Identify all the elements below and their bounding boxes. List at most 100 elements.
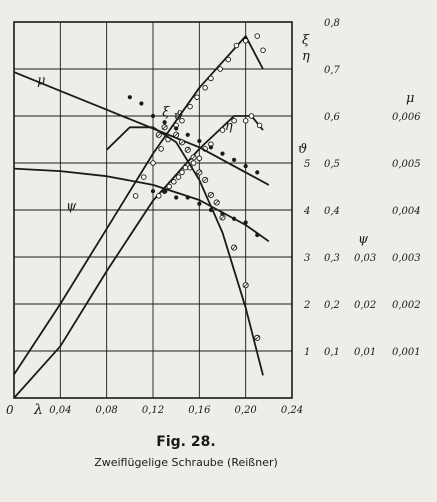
data-point-μ	[139, 101, 144, 106]
data-point-theta-mark	[208, 192, 214, 198]
data-point-η	[182, 164, 189, 171]
right-axis-tick-xi-eta: 0,3	[324, 253, 340, 264]
data-point-μ	[162, 120, 167, 125]
data-point-ψ	[162, 189, 167, 194]
series-curve-η	[13, 115, 264, 399]
data-point-η	[219, 127, 226, 133]
axis-symbol-eta: η	[302, 49, 310, 64]
data-point-ξ	[202, 85, 208, 91]
right-axis-tick-psi: 0,03	[354, 253, 376, 264]
data-point-theta-mark	[214, 200, 219, 205]
data-point-η	[196, 155, 203, 162]
data-point-theta-mark	[162, 124, 167, 130]
right-axis-tick-psi: 0,02	[354, 300, 376, 311]
data-point-theta-mark	[202, 177, 208, 183]
right-axis-tick-theta: 4	[303, 206, 310, 217]
data-point-η	[256, 122, 263, 129]
right-axis-tick-theta: 1	[304, 347, 310, 358]
right-axis-tick-xi-eta: 0,7	[324, 65, 341, 76]
right-axis-tick-theta: 5	[304, 159, 310, 170]
axis-symbol-theta: ϑ	[298, 142, 307, 157]
series-label-ξ: ξ	[162, 105, 170, 120]
data-point-μ	[197, 138, 202, 144]
data-point-theta-mark	[197, 170, 202, 175]
data-point-η	[231, 117, 237, 124]
data-point-ψ	[197, 201, 202, 206]
data-point-μ	[150, 113, 156, 119]
data-point-theta-mark	[243, 282, 248, 288]
data-point-ξ	[132, 193, 139, 199]
series-curve-μ	[13, 71, 270, 186]
data-point-μ	[174, 126, 179, 131]
right-axis-tick-mu: 0,005	[392, 159, 421, 170]
x-tick-label: 0,12	[142, 405, 164, 416]
series-label-ϑ: ϑ	[174, 109, 183, 124]
data-point-η	[171, 179, 177, 185]
right-axis-tick-mu: 0,004	[392, 206, 421, 217]
x-axis-label: λ	[33, 402, 43, 418]
series-label-μ: μ	[37, 74, 45, 89]
data-point-ξ	[260, 47, 266, 53]
data-point-ξ	[242, 38, 249, 44]
data-point-η	[156, 193, 162, 199]
right-axis-tick-xi-eta: 0,8	[324, 18, 340, 29]
series-label-η: η	[225, 119, 233, 134]
origin-label: 0	[6, 403, 14, 417]
data-point-ψ	[243, 220, 248, 225]
data-point-theta-mark	[173, 132, 179, 138]
data-point-ξ	[254, 33, 260, 39]
data-point-μ	[185, 132, 190, 137]
series-label-ψ: ψ	[66, 199, 77, 214]
data-point-ξ	[150, 160, 156, 166]
figure-title: Fig. 28.	[156, 434, 215, 450]
x-tick-label: 0,20	[235, 405, 258, 416]
right-axis-tick-xi-eta: 0,1	[324, 347, 340, 358]
right-axis-tick-theta: 3	[304, 253, 310, 264]
series-curve-ψ	[13, 167, 270, 243]
right-axis-tick-xi-eta: 0,4	[324, 206, 340, 217]
series-curve-ϑ	[106, 126, 264, 376]
data-point-ψ	[174, 195, 179, 200]
data-point-ψ	[220, 211, 225, 216]
data-point-ψ	[208, 207, 214, 213]
data-point-ξ	[225, 56, 232, 63]
data-point-ξ	[233, 42, 240, 49]
data-point-theta-mark	[185, 147, 191, 153]
data-point-ξ	[179, 117, 185, 124]
data-point-ξ	[140, 174, 147, 180]
right-axis-tick-xi-eta: 0,5	[324, 159, 340, 170]
data-point-η	[166, 183, 172, 190]
right-axis-tick-mu: 0,002	[392, 300, 421, 311]
data-point-μ	[255, 170, 260, 175]
data-point-ξ	[187, 103, 193, 110]
x-tick-label: 0,04	[49, 405, 71, 416]
data-point-ξ	[158, 146, 164, 152]
x-tick-label: 0,24	[281, 405, 303, 416]
data-point-ξ	[217, 66, 223, 72]
data-point-η	[175, 174, 182, 180]
right-axis-tick-mu: 0,001	[392, 347, 421, 358]
data-point-theta-mark	[179, 140, 185, 145]
data-point-ψ	[255, 232, 260, 238]
data-point-η	[242, 117, 249, 124]
data-point-ψ	[231, 216, 237, 221]
data-point-theta-mark	[254, 335, 260, 341]
data-point-μ	[243, 164, 248, 169]
right-axis-tick-psi: 0,01	[354, 347, 376, 358]
data-point-η	[190, 160, 197, 166]
axis-symbol-mu: μ	[406, 91, 414, 106]
right-axis-tick-xi-eta: 0,2	[324, 300, 340, 311]
data-point-ψ	[150, 189, 156, 194]
data-point-ψ	[185, 195, 190, 200]
data-point-theta-mark	[191, 155, 196, 160]
right-axis-tick-xi-eta: 0,6	[324, 112, 341, 123]
axis-symbol-psi: ψ	[358, 232, 369, 247]
data-point-μ	[231, 157, 237, 162]
data-point-η	[179, 169, 185, 176]
data-point-μ	[127, 95, 132, 100]
data-point-theta-mark	[231, 245, 237, 250]
right-axis-tick-mu: 0,006	[392, 112, 421, 123]
figure-subtitle: Zweiflügelige Schraube (Reißner)	[94, 456, 278, 469]
data-point-η	[248, 113, 255, 119]
